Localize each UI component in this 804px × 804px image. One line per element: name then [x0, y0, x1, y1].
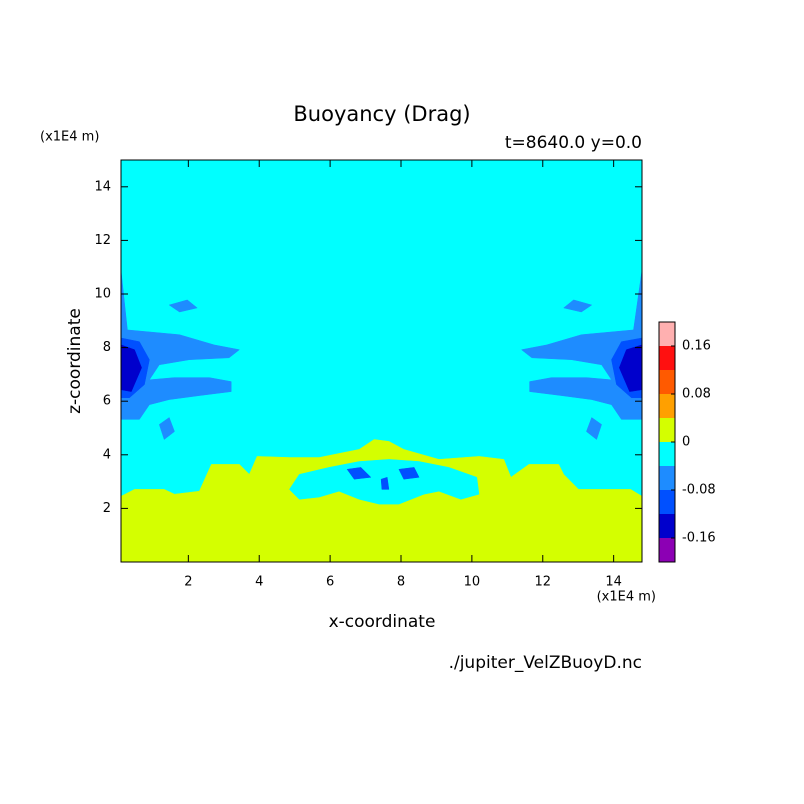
y-tick-label: 2: [103, 501, 111, 516]
y-tick-label: 4: [103, 447, 111, 462]
y-tick-label: 8: [103, 340, 111, 355]
contour-region: [586, 417, 602, 440]
chart-subtitle: t=8640.0 y=0.0: [505, 133, 642, 153]
colorbar-band: [659, 466, 675, 490]
x-tick-label: 4: [255, 575, 263, 590]
colorbar-band: [659, 514, 675, 538]
contour-region: [619, 344, 642, 392]
plot-area: [121, 160, 642, 562]
colorbar-tick-label: 0: [682, 435, 690, 450]
chart-title: Buoyancy (Drag): [293, 102, 470, 126]
axes: 2 4 6 8 10 12 14 2 4 6 8 10 12 14 0.16 0.08 0 -0.08 -0.16: [94, 159, 716, 590]
contour-region: [563, 299, 593, 313]
contour-region: [168, 299, 198, 313]
x-tick-label: 14: [605, 575, 622, 590]
x-tick-label: 6: [326, 575, 334, 590]
y-axis-label: z-coordinate: [65, 308, 85, 414]
colorbar-band: [659, 418, 675, 442]
contour-region: [121, 270, 240, 420]
contour-region: [346, 467, 372, 480]
colorbar-band: [659, 370, 675, 394]
x-unit: (x1E4 m): [597, 590, 656, 605]
colorbar-band: [659, 322, 675, 346]
x-tick-label: 10: [464, 575, 481, 590]
colorbar-band: [659, 394, 675, 418]
colorbar-band: [659, 538, 675, 562]
colorbar-tick-label: 0.16: [682, 339, 711, 354]
y-tick-label: 6: [103, 394, 111, 409]
contour-region: [159, 417, 175, 440]
colorbar-band: [659, 490, 675, 514]
source-file: ./jupiter_VelZBuoyD.nc: [449, 653, 642, 673]
colorbar-band: [659, 442, 675, 466]
colorbar-tick-label: -0.16: [682, 531, 716, 546]
x-tick-label: 12: [534, 575, 551, 590]
colorbar-band: [659, 346, 675, 370]
y-tick-label: 10: [94, 287, 111, 302]
x-tick-label: 8: [397, 575, 405, 590]
contour-region: [121, 344, 142, 392]
plot-frame: [120, 159, 643, 563]
colorbar-tick-label: 0.08: [682, 387, 711, 402]
y-tick-label: 14: [94, 179, 111, 194]
colorbar-tick-label: -0.08: [682, 483, 716, 498]
x-axis-label: x-coordinate: [329, 612, 436, 632]
y-unit: (x1E4 m): [40, 130, 99, 145]
contour-region: [380, 476, 390, 490]
contour-region: [520, 270, 642, 420]
contour-region: [398, 467, 420, 480]
y-tick-label: 12: [94, 233, 111, 248]
x-tick-label: 2: [184, 575, 192, 590]
